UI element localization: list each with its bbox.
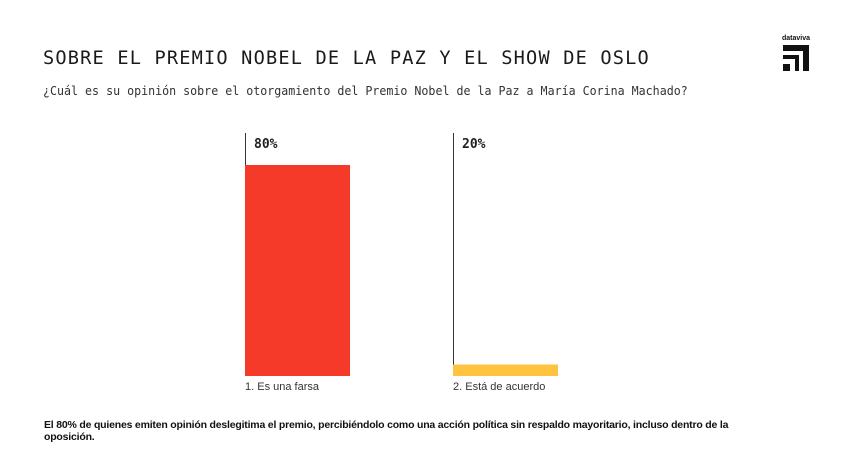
- dataviva-logo-icon: [783, 45, 809, 71]
- footnote: El 80% de quienes emiten opinión deslegi…: [44, 419, 729, 443]
- bar-value-label: 20%: [462, 137, 486, 152]
- bar-2: [453, 364, 558, 376]
- category-label: 2. Está de acuerdo: [453, 381, 545, 393]
- chart-title: SOBRE EL PREMIO NOBEL DE LA PAZ Y EL SHO…: [43, 47, 650, 69]
- category-label: 1. Es una farsa: [245, 381, 320, 393]
- brand-logo: dataviva: [779, 35, 813, 77]
- logo-text: dataviva: [781, 35, 811, 42]
- bar-value-label: 80%: [254, 137, 278, 152]
- chart-subtitle: ¿Cuál es su opinión sobre el otorgamient…: [43, 84, 688, 98]
- bar-1: [245, 165, 350, 376]
